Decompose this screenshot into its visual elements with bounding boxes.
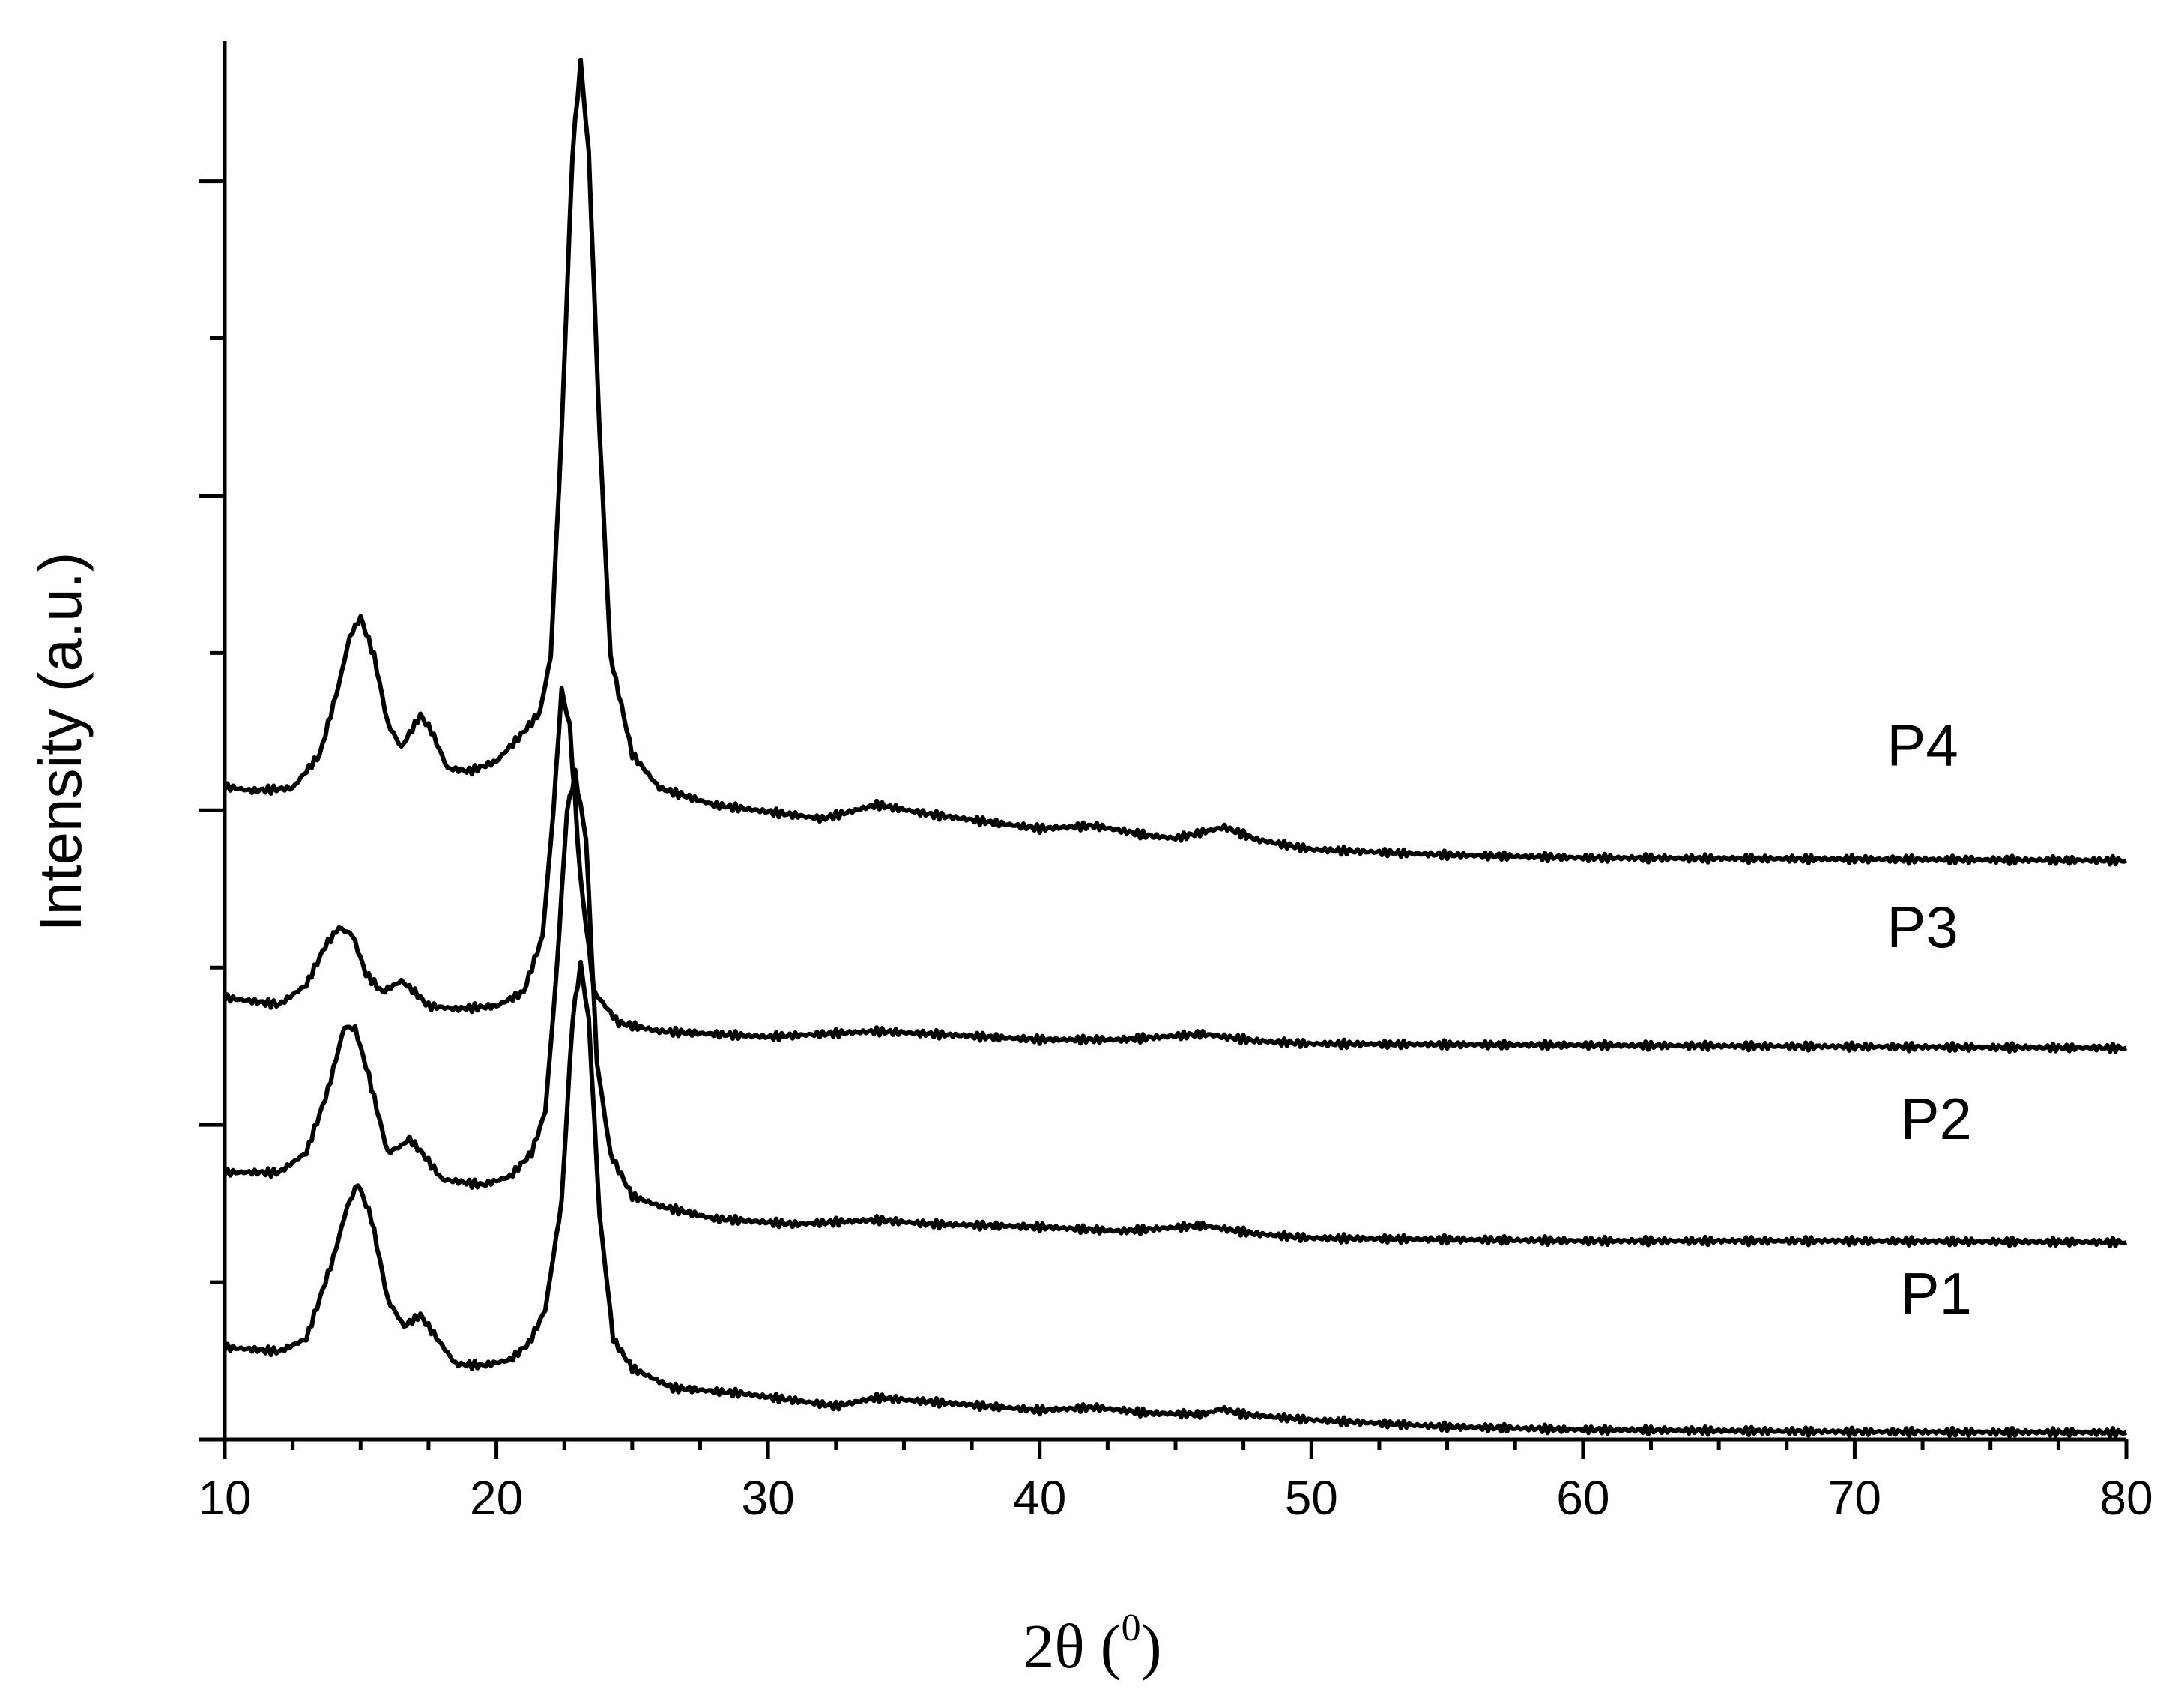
x-tick-label: 80	[2099, 1471, 2153, 1525]
x-axis-label-main: 2θ (	[1023, 1612, 1121, 1682]
x-tick-label: 60	[1556, 1471, 1609, 1525]
series-group	[223, 58, 2128, 1439]
x-tick-label: 10	[198, 1471, 251, 1525]
series-line-p3	[223, 686, 2128, 1054]
x-axis-label-superscript: 0	[1122, 1607, 1141, 1649]
series-labels: P1 P2 P3 P4	[1887, 713, 1972, 1326]
x-tick-label: 30	[742, 1471, 795, 1525]
x-tick-label: 50	[1285, 1471, 1338, 1525]
x-tick-label: 40	[1013, 1471, 1066, 1525]
series-label-p1: P1	[1900, 1260, 1971, 1326]
series-label-p2: P2	[1900, 1086, 1971, 1152]
x-axis-label: 2θ (0)	[1023, 1607, 1161, 1682]
x-tick-label: 70	[1828, 1471, 1881, 1525]
series-line-p1	[223, 959, 2128, 1439]
series-line-p2	[223, 767, 2128, 1248]
series-label-p3: P3	[1887, 894, 1958, 960]
x-axis-label-close: )	[1141, 1612, 1162, 1682]
series-line-p4	[223, 58, 2128, 867]
x-tick-label: 20	[470, 1471, 523, 1525]
y-axis-label: Intensity (a.u.)	[27, 552, 94, 932]
series-label-p4: P4	[1887, 713, 1958, 779]
axes: 10 20 30 40 50 60 70 80	[198, 41, 2153, 1525]
